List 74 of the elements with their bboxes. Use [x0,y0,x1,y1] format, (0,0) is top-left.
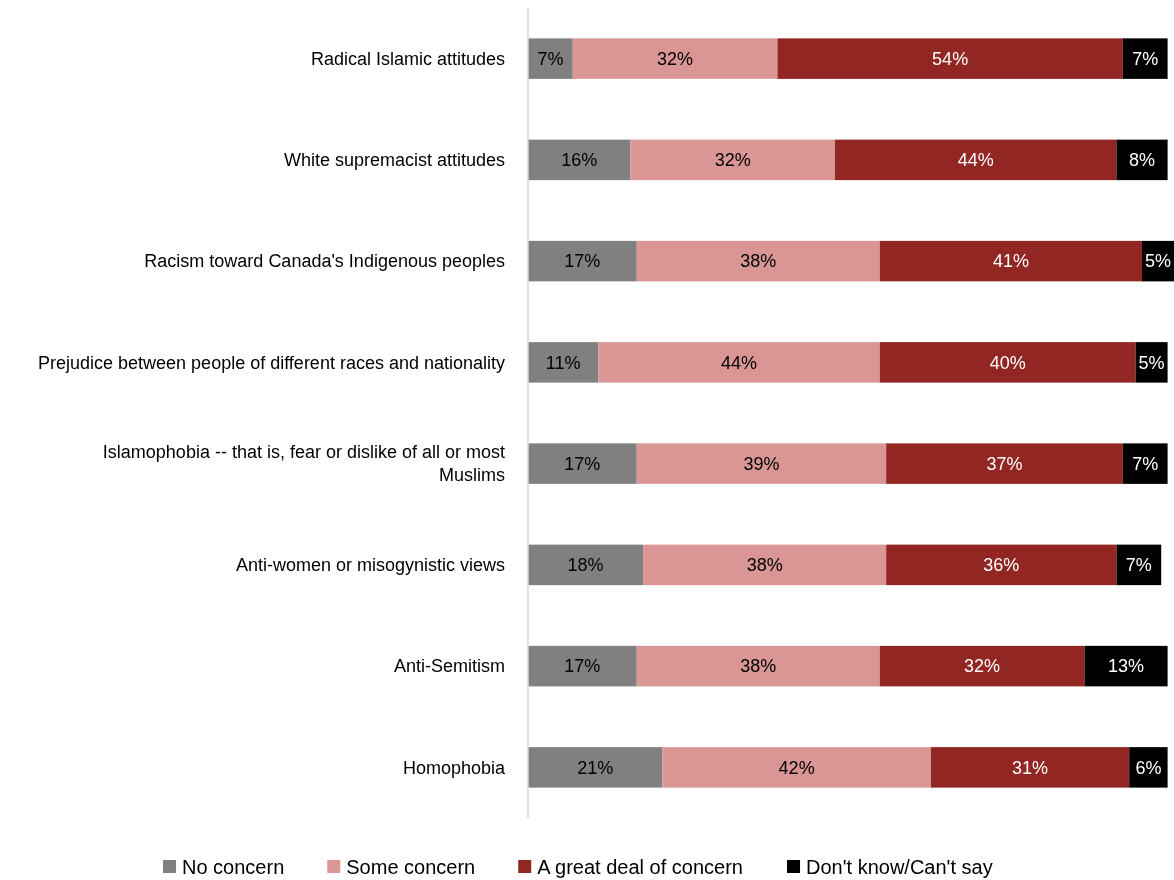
data-label: 17% [564,251,601,272]
data-label: 17% [564,656,601,677]
bar [528,747,663,788]
bar [930,747,1130,788]
data-label: 36% [983,555,1020,576]
data-label: 38% [746,555,783,576]
bar [1122,38,1168,79]
bar [879,240,1143,282]
data-label: 5% [1138,352,1165,373]
y-tick-label: Anti-women or misogynistic views [235,555,505,576]
bar [1129,747,1168,788]
data-label: 17% [564,453,601,474]
data-label: 7% [537,48,564,69]
bar [528,544,644,586]
data-label: 5% [1145,251,1172,272]
data-label: 38% [740,251,777,272]
y-tick-label: Islamophobia -- that is, fear or dislike of all or most Muslims [102,442,505,486]
bar [835,139,1117,181]
data-label: 40% [989,352,1026,373]
data-label: 32% [964,656,1001,677]
bar [528,38,573,79]
data-label: 11% [545,352,581,373]
y-tick-label: White supremacist attitudes [283,150,505,171]
data-label: 16% [561,150,598,171]
bar [886,443,1123,484]
y-tick-label: Radical Islamic attitudes [310,48,505,69]
y-tick-label: Anti-Semitism [393,656,505,677]
bar [1116,544,1162,586]
legend-label: Don't know/Can't say [806,856,993,878]
data-label: 6% [1135,757,1162,778]
data-label: 13% [1108,656,1145,677]
bar [643,544,887,586]
bar [572,38,778,79]
bar [1084,645,1168,687]
bar [1116,139,1168,181]
data-label: 41% [992,251,1029,272]
bar [528,240,637,282]
bar [630,139,836,181]
bar [879,645,1085,687]
data-label: 7% [1125,555,1152,576]
legend-label: A great deal of concern [537,856,743,878]
data-label: 39% [743,453,780,474]
data-label: 37% [986,453,1023,474]
bar [879,342,1136,383]
data-label: 32% [657,48,694,69]
bar [636,645,880,687]
bar [528,443,637,484]
data-label: 31% [1012,757,1049,778]
data-label: 7% [1132,48,1159,69]
data-label: 21% [577,757,614,778]
y-tick-label: Homophobia [402,757,506,778]
data-label: 32% [714,150,751,171]
data-label: 8% [1129,150,1156,171]
bar [777,38,1123,79]
data-label: 42% [778,757,815,778]
data-label: 7% [1132,453,1159,474]
data-label: 54% [932,48,969,69]
legend-label: No concern [182,856,285,878]
data-label: 38% [740,656,777,677]
bar [1122,443,1168,484]
data-label: 44% [721,352,758,373]
bar [598,342,880,383]
data-label: 44% [957,150,994,171]
y-tick-label: Racism toward Canada's Indigenous peoples [144,251,505,272]
bar [528,645,637,687]
bar [886,544,1117,586]
y-tick-label: Prejudice between people of different races and nationality [38,352,505,373]
data-label: 18% [567,555,604,576]
bar [636,443,887,484]
bar [528,342,599,383]
legend-label: Some concern [346,856,476,878]
bar [662,747,931,788]
bar [528,139,631,181]
bar [636,240,880,282]
